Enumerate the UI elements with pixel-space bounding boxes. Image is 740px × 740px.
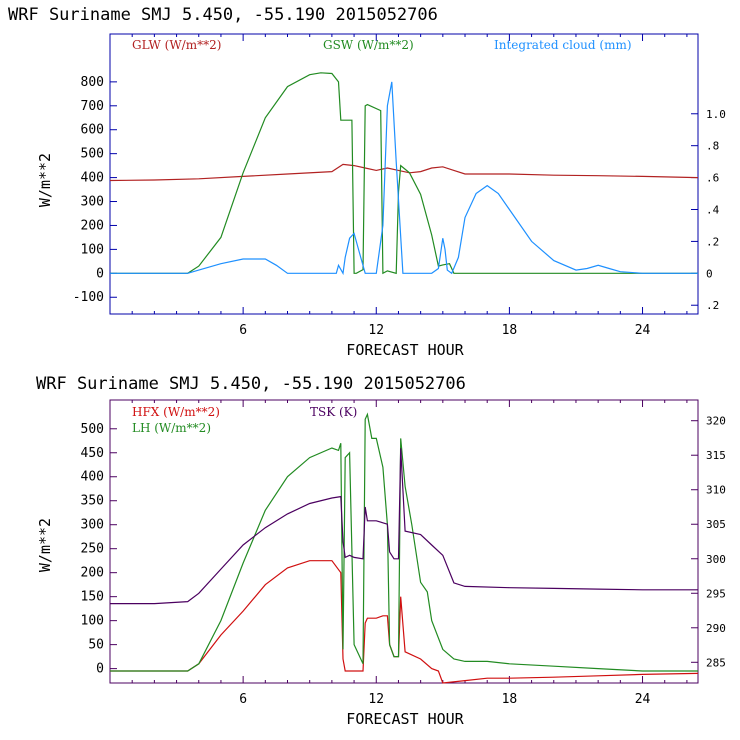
y-tick-label: 300 <box>81 518 104 533</box>
y-tick-label: 400 <box>81 171 104 186</box>
chart-glw-gsw-cloud: WRF Suriname SMJ 5.450, -55.190 20150527… <box>8 5 726 359</box>
y-axis-label: W/m**2 <box>36 153 54 207</box>
x-axis-label: FORECAST HOUR <box>346 710 464 728</box>
y2-tick-label: 315 <box>706 449 726 462</box>
y2-tick-label: .2 <box>706 299 719 312</box>
series-line-tsk <box>110 448 698 605</box>
plot-frame <box>109 399 699 684</box>
x-tick-label: 18 <box>502 692 518 707</box>
y-tick-label: 0 <box>96 662 104 677</box>
y-tick-label: 300 <box>81 195 104 210</box>
legend-gsw: GSW (W/m**2) <box>323 38 414 52</box>
y-tick-label: 200 <box>81 218 104 233</box>
legend-glw: GLW (W/m**2) <box>132 38 221 52</box>
chart-title: WRF Suriname SMJ 5.450, -55.190 20150527… <box>36 374 466 394</box>
x-tick-label: 12 <box>368 692 384 707</box>
y-tick-label: 200 <box>81 566 104 581</box>
x-tick-label: 6 <box>239 692 247 707</box>
y-tick-label: 100 <box>81 614 104 629</box>
y-tick-label: 500 <box>81 147 104 162</box>
y-tick-label: 700 <box>81 99 104 114</box>
series-group <box>109 72 699 276</box>
series-line-lh <box>110 412 698 672</box>
x-tick-label: 24 <box>635 692 651 707</box>
x-tick-label: 18 <box>502 323 518 338</box>
y-axis-label: W/m**2 <box>36 518 54 572</box>
y-tick-label: 0 <box>96 266 104 281</box>
legend-tsk: TSK (K) <box>310 405 357 419</box>
y-tick-label: 250 <box>81 542 104 557</box>
y-tick-label: 450 <box>81 446 104 461</box>
y2-tick-label: 295 <box>706 587 726 600</box>
y-tick-label: 100 <box>81 242 104 257</box>
y-tick-label: 150 <box>81 590 104 605</box>
y-tick-label: 800 <box>81 75 104 90</box>
series-line-gsw <box>110 72 698 275</box>
y2-tick-label: 1.0 <box>706 108 726 121</box>
tick-group: 6 12 18 24 0 50 100 150 200 250 300 350 400 450 500 285… <box>81 400 726 707</box>
series-line-glw <box>109 163 699 182</box>
y2-tick-label: 0 <box>706 267 713 280</box>
tick-group: 6 12 18 24 -100 0 100 200 300 400 500 600 700 800 .2 0.… <box>73 34 726 338</box>
y-tick-label: 350 <box>81 494 104 509</box>
y-tick-label: 50 <box>88 638 104 653</box>
y2-tick-label: .4 <box>706 203 720 216</box>
y2-tick-label: .2 <box>706 235 719 248</box>
y-tick-label: 600 <box>81 123 104 138</box>
series-line-hfx <box>110 560 699 684</box>
series-line-integrated <box>110 81 698 276</box>
y-tick-label: 500 <box>81 422 104 437</box>
y2-tick-label: 320 <box>706 415 726 428</box>
y2-tick-label: .8 <box>706 140 719 153</box>
x-axis-label: FORECAST HOUR <box>346 341 464 359</box>
series-group <box>110 412 699 684</box>
chart-title: WRF Suriname SMJ 5.450, -55.190 20150527… <box>8 5 438 25</box>
x-tick-label: 6 <box>239 323 247 338</box>
y2-tick-label: 300 <box>706 553 726 566</box>
legend-cloud: Integrated cloud (mm) <box>494 38 632 52</box>
chart-hfx-lh-tsk: WRF Suriname SMJ 5.450, -55.190 20150527… <box>36 374 726 728</box>
legend-lh: LH (W/m**2) <box>132 421 211 435</box>
y2-tick-label: 305 <box>706 518 726 531</box>
y2-tick-label: 290 <box>706 622 726 635</box>
y2-tick-label: .6 <box>706 172 719 185</box>
plot-frame <box>109 33 699 315</box>
x-tick-label: 24 <box>635 323 651 338</box>
x-tick-label: 12 <box>368 323 384 338</box>
y2-tick-label: 310 <box>706 484 726 497</box>
y2-tick-label: 285 <box>706 656 726 669</box>
y-tick-label: -100 <box>73 290 104 305</box>
legend-hfx: HFX (W/m**2) <box>132 405 220 419</box>
y-tick-label: 400 <box>81 470 104 485</box>
